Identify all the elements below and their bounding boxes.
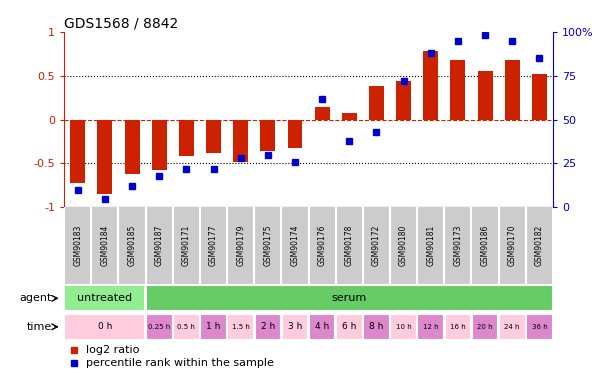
Bar xyxy=(146,285,553,312)
Text: 3 h: 3 h xyxy=(288,322,302,332)
Text: GSM90180: GSM90180 xyxy=(399,225,408,266)
Bar xyxy=(526,314,553,340)
Bar xyxy=(369,86,384,120)
Text: GSM90184: GSM90184 xyxy=(100,225,109,266)
Bar xyxy=(64,285,145,312)
Text: GSM90172: GSM90172 xyxy=(372,225,381,266)
Bar xyxy=(315,107,329,120)
Bar xyxy=(445,314,471,340)
Bar xyxy=(152,120,167,171)
Bar xyxy=(282,314,309,340)
Text: agent: agent xyxy=(20,293,52,303)
Bar xyxy=(472,314,499,340)
Bar xyxy=(532,74,547,120)
Text: GSM90179: GSM90179 xyxy=(236,225,245,267)
Text: GSM90173: GSM90173 xyxy=(453,225,463,267)
Text: GSM90176: GSM90176 xyxy=(318,225,327,267)
Text: GSM90181: GSM90181 xyxy=(426,225,435,266)
Bar xyxy=(255,314,281,340)
Bar xyxy=(146,314,172,340)
Bar xyxy=(64,314,145,340)
Text: 0 h: 0 h xyxy=(98,322,112,332)
Bar xyxy=(450,60,466,120)
Bar xyxy=(505,60,520,120)
Text: 1.5 h: 1.5 h xyxy=(232,324,250,330)
Text: log2 ratio: log2 ratio xyxy=(86,345,139,354)
Bar xyxy=(227,314,254,340)
Bar xyxy=(206,120,221,153)
Text: 24 h: 24 h xyxy=(505,324,520,330)
Bar xyxy=(200,314,227,340)
Bar xyxy=(309,314,335,340)
Text: 6 h: 6 h xyxy=(342,322,356,332)
Text: 8 h: 8 h xyxy=(369,322,384,332)
Text: time: time xyxy=(27,322,52,332)
Text: GSM90185: GSM90185 xyxy=(128,225,136,266)
Bar xyxy=(336,314,362,340)
Text: percentile rank within the sample: percentile rank within the sample xyxy=(86,358,274,368)
Bar xyxy=(417,314,444,340)
Bar xyxy=(423,51,438,120)
Text: GSM90182: GSM90182 xyxy=(535,225,544,266)
Text: 0.25 h: 0.25 h xyxy=(148,324,170,330)
Text: untreated: untreated xyxy=(78,293,133,303)
Bar xyxy=(342,112,357,120)
Text: GSM90171: GSM90171 xyxy=(182,225,191,266)
Text: GSM90175: GSM90175 xyxy=(263,225,273,267)
Text: GSM90177: GSM90177 xyxy=(209,225,218,267)
Bar xyxy=(179,120,194,156)
Text: 12 h: 12 h xyxy=(423,324,439,330)
Bar xyxy=(260,120,276,151)
Bar xyxy=(233,120,248,162)
Text: GSM90178: GSM90178 xyxy=(345,225,354,266)
Text: 0.5 h: 0.5 h xyxy=(177,324,196,330)
Text: 20 h: 20 h xyxy=(477,324,493,330)
Text: GSM90187: GSM90187 xyxy=(155,225,164,266)
Text: 16 h: 16 h xyxy=(450,324,466,330)
Bar xyxy=(396,81,411,120)
Text: GSM90183: GSM90183 xyxy=(73,225,82,266)
Bar xyxy=(125,120,139,174)
Text: 2 h: 2 h xyxy=(261,322,275,332)
Text: 4 h: 4 h xyxy=(315,322,329,332)
Text: GDS1568 / 8842: GDS1568 / 8842 xyxy=(64,17,178,31)
Text: serum: serum xyxy=(332,293,367,303)
Bar xyxy=(499,314,525,340)
Bar xyxy=(478,71,492,120)
Text: GSM90174: GSM90174 xyxy=(290,225,299,267)
Bar xyxy=(390,314,417,340)
Bar xyxy=(288,120,302,148)
Bar xyxy=(70,120,85,183)
Text: 10 h: 10 h xyxy=(396,324,411,330)
Bar xyxy=(97,120,112,194)
Text: GSM90170: GSM90170 xyxy=(508,225,517,267)
Text: GSM90186: GSM90186 xyxy=(481,225,489,266)
Bar xyxy=(173,314,200,340)
Text: 36 h: 36 h xyxy=(532,324,547,330)
Text: 1 h: 1 h xyxy=(207,322,221,332)
Bar xyxy=(363,314,390,340)
